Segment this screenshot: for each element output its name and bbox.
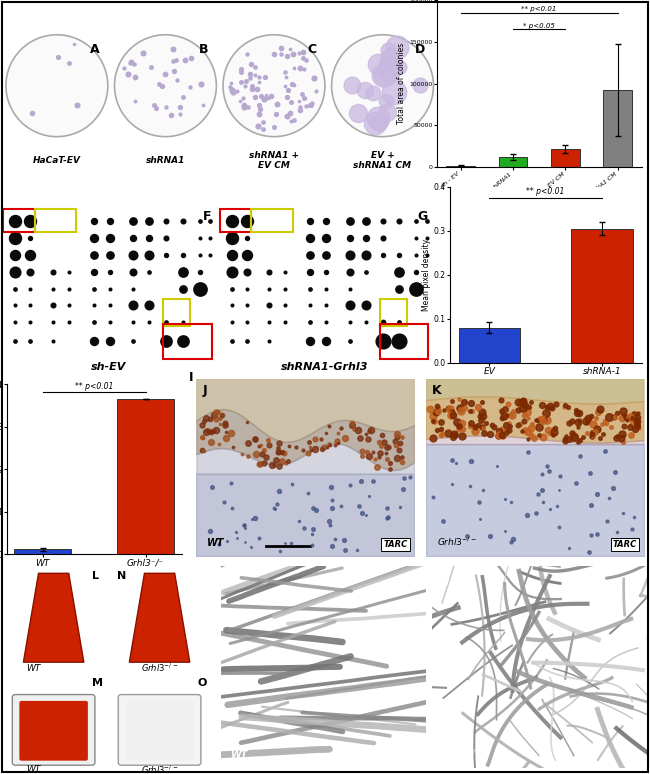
Bar (458, 327, 521, 363)
Text: L: L (92, 571, 99, 581)
Bar (499, 157, 527, 167)
Ellipse shape (223, 35, 325, 137)
Bar (571, 229, 633, 363)
Text: shRNA1: shRNA1 (146, 156, 185, 165)
Text: G: G (418, 210, 428, 223)
Bar (3, 209, 34, 231)
Text: I: I (189, 371, 194, 384)
Ellipse shape (114, 35, 216, 137)
Text: ** p<0.01: ** p<0.01 (521, 6, 557, 12)
FancyBboxPatch shape (125, 701, 194, 761)
Polygon shape (129, 574, 190, 663)
Bar (380, 300, 406, 326)
Text: WT: WT (207, 538, 224, 547)
Text: J: J (203, 384, 207, 397)
Text: HaCaT-EV: HaCaT-EV (33, 156, 81, 165)
Text: F: F (203, 210, 211, 223)
Bar (603, 91, 632, 167)
Bar (251, 209, 292, 231)
Text: ** p<0.01: ** p<0.01 (526, 187, 565, 196)
Text: shRNA1-Grhl3: shRNA1-Grhl3 (281, 362, 369, 372)
Bar (34, 209, 77, 231)
Bar (341, 247, 380, 300)
Text: EV +
shRNA1 CM: EV + shRNA1 CM (354, 150, 411, 170)
Text: ** p<0.01: ** p<0.01 (75, 382, 114, 392)
FancyBboxPatch shape (118, 694, 201, 765)
Bar (14, 550, 71, 554)
Text: WT: WT (26, 663, 41, 673)
Text: M: M (92, 678, 103, 688)
Polygon shape (23, 574, 84, 663)
Text: shRNA1 +
EV CM: shRNA1 + EV CM (249, 150, 299, 170)
Text: $Grhl3^{-/-}$: $Grhl3^{-/-}$ (141, 662, 178, 674)
Text: WT: WT (26, 765, 41, 774)
Bar (163, 300, 190, 326)
Text: WT: WT (231, 749, 248, 759)
Bar (446, 166, 475, 167)
Text: * p<0.05: * p<0.05 (523, 22, 555, 29)
FancyBboxPatch shape (12, 694, 95, 765)
Bar (380, 324, 428, 359)
Bar (118, 399, 174, 554)
Text: $Grhl3^{-/-}$: $Grhl3^{-/-}$ (443, 747, 483, 759)
Text: P: P (227, 573, 236, 585)
Text: B: B (199, 43, 208, 56)
Text: K: K (432, 384, 442, 397)
Bar (125, 247, 163, 300)
Ellipse shape (332, 35, 434, 137)
Y-axis label: Mean pixel density: Mean pixel density (422, 239, 431, 311)
Text: TARC: TARC (384, 540, 408, 549)
Text: $Grhl3^{-/-}$: $Grhl3^{-/-}$ (141, 763, 178, 774)
Bar (551, 149, 580, 167)
Bar (220, 209, 251, 231)
Text: $Grhl3^{-/-}$: $Grhl3^{-/-}$ (437, 535, 476, 547)
Text: A: A (90, 43, 100, 56)
Text: O: O (198, 678, 207, 688)
Bar (163, 324, 211, 359)
Ellipse shape (6, 35, 108, 137)
Text: TARC: TARC (613, 540, 637, 549)
Text: Q: Q (439, 573, 449, 585)
Text: sh-EV: sh-EV (91, 362, 126, 372)
Text: C: C (307, 43, 317, 56)
Text: N: N (117, 571, 127, 581)
Text: D: D (415, 43, 425, 56)
FancyBboxPatch shape (20, 701, 88, 761)
Y-axis label: Total area of colonies: Total area of colonies (398, 43, 406, 124)
